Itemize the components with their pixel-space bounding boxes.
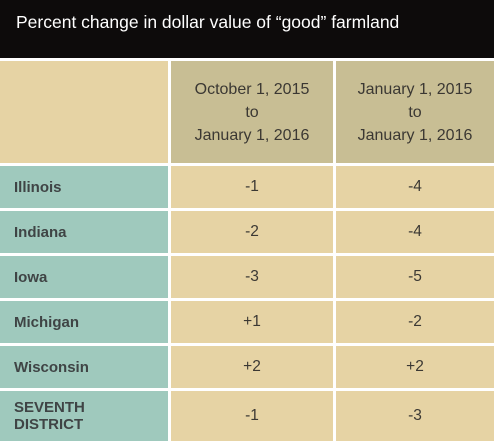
table-cell: -4 — [336, 166, 494, 208]
table-cell: -5 — [336, 256, 494, 298]
row-label-text: Illinois — [14, 178, 62, 196]
column-header-1: October 1, 2015 to January 1, 2016 — [171, 61, 333, 163]
column-header-1-text: October 1, 2015 to January 1, 2016 — [194, 80, 310, 144]
table-title: Percent change in dollar value of “good”… — [0, 0, 494, 58]
table-cell-text: -3 — [408, 407, 422, 424]
table-cell: -3 — [336, 391, 494, 441]
row-label-text: Michigan — [14, 313, 80, 331]
table-cell-text: -4 — [408, 223, 422, 240]
row-label: Illinois — [0, 166, 168, 208]
table-cell-text: -3 — [245, 268, 259, 285]
table-cell: +1 — [171, 301, 333, 343]
row-label: Iowa — [0, 256, 168, 298]
row-label-text: Wisconsin — [14, 358, 89, 376]
table-cell: +2 — [171, 346, 333, 388]
row-label: Wisconsin — [0, 346, 168, 388]
table-cell: +2 — [336, 346, 494, 388]
table-cell-text: -1 — [245, 407, 259, 424]
table-cell: -2 — [336, 301, 494, 343]
table-cell-text: +2 — [243, 358, 261, 375]
row-label: Michigan — [0, 301, 168, 343]
table-cell: -3 — [171, 256, 333, 298]
table-cell-text: +2 — [406, 358, 424, 375]
table-cell: -1 — [171, 166, 333, 208]
table-cell-text: -4 — [408, 178, 422, 195]
row-label-text: SEVENTH DISTRICT — [14, 399, 85, 433]
table-cell-text: -2 — [245, 223, 259, 240]
table-cell: -4 — [336, 211, 494, 253]
table-cell-text: -2 — [408, 313, 422, 330]
header-corner — [0, 61, 168, 163]
row-label-text: Indiana — [14, 223, 67, 241]
row-label: Indiana — [0, 211, 168, 253]
row-label: SEVENTH DISTRICT — [0, 391, 168, 441]
table-cell-text: -1 — [245, 178, 259, 195]
column-header-2-text: January 1, 2015 to January 1, 2016 — [357, 80, 473, 144]
table-cell-text: +1 — [243, 313, 261, 330]
row-label-text: Iowa — [14, 268, 48, 286]
column-header-2: January 1, 2015 to January 1, 2016 — [336, 61, 494, 163]
table-cell: -2 — [171, 211, 333, 253]
table-cell-text: -5 — [408, 268, 422, 285]
table-cell: -1 — [171, 391, 333, 441]
